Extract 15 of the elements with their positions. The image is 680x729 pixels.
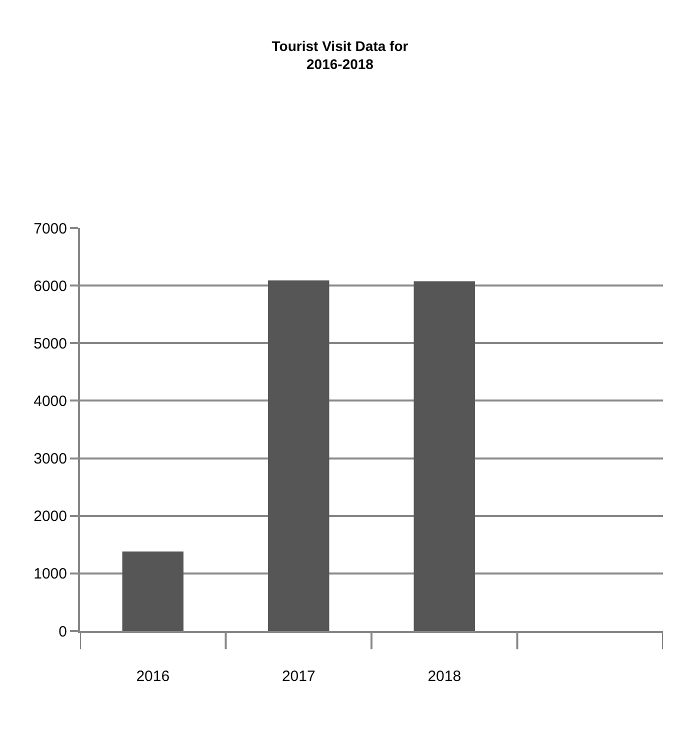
bar	[122, 552, 184, 631]
y-tick-label: 6000	[34, 278, 67, 295]
y-tick-label: 5000	[34, 335, 67, 352]
y-tick-label: 4000	[34, 392, 67, 410]
bar	[414, 281, 475, 631]
y-tick-label: 2000	[34, 508, 67, 526]
chart-title: Tourist Visit Data for 2016-2018	[272, 38, 409, 72]
y-tick-label: 7000	[34, 220, 67, 238]
y-tick-label: 3000	[34, 450, 67, 468]
y-tick-label: 1000	[34, 566, 67, 583]
x-tick-label: 2017	[282, 668, 316, 685]
bar	[268, 280, 330, 631]
x-tick-label: 2018	[428, 668, 462, 685]
y-tick-label: 0	[58, 623, 67, 640]
x-tick-label: 2016	[136, 668, 170, 685]
